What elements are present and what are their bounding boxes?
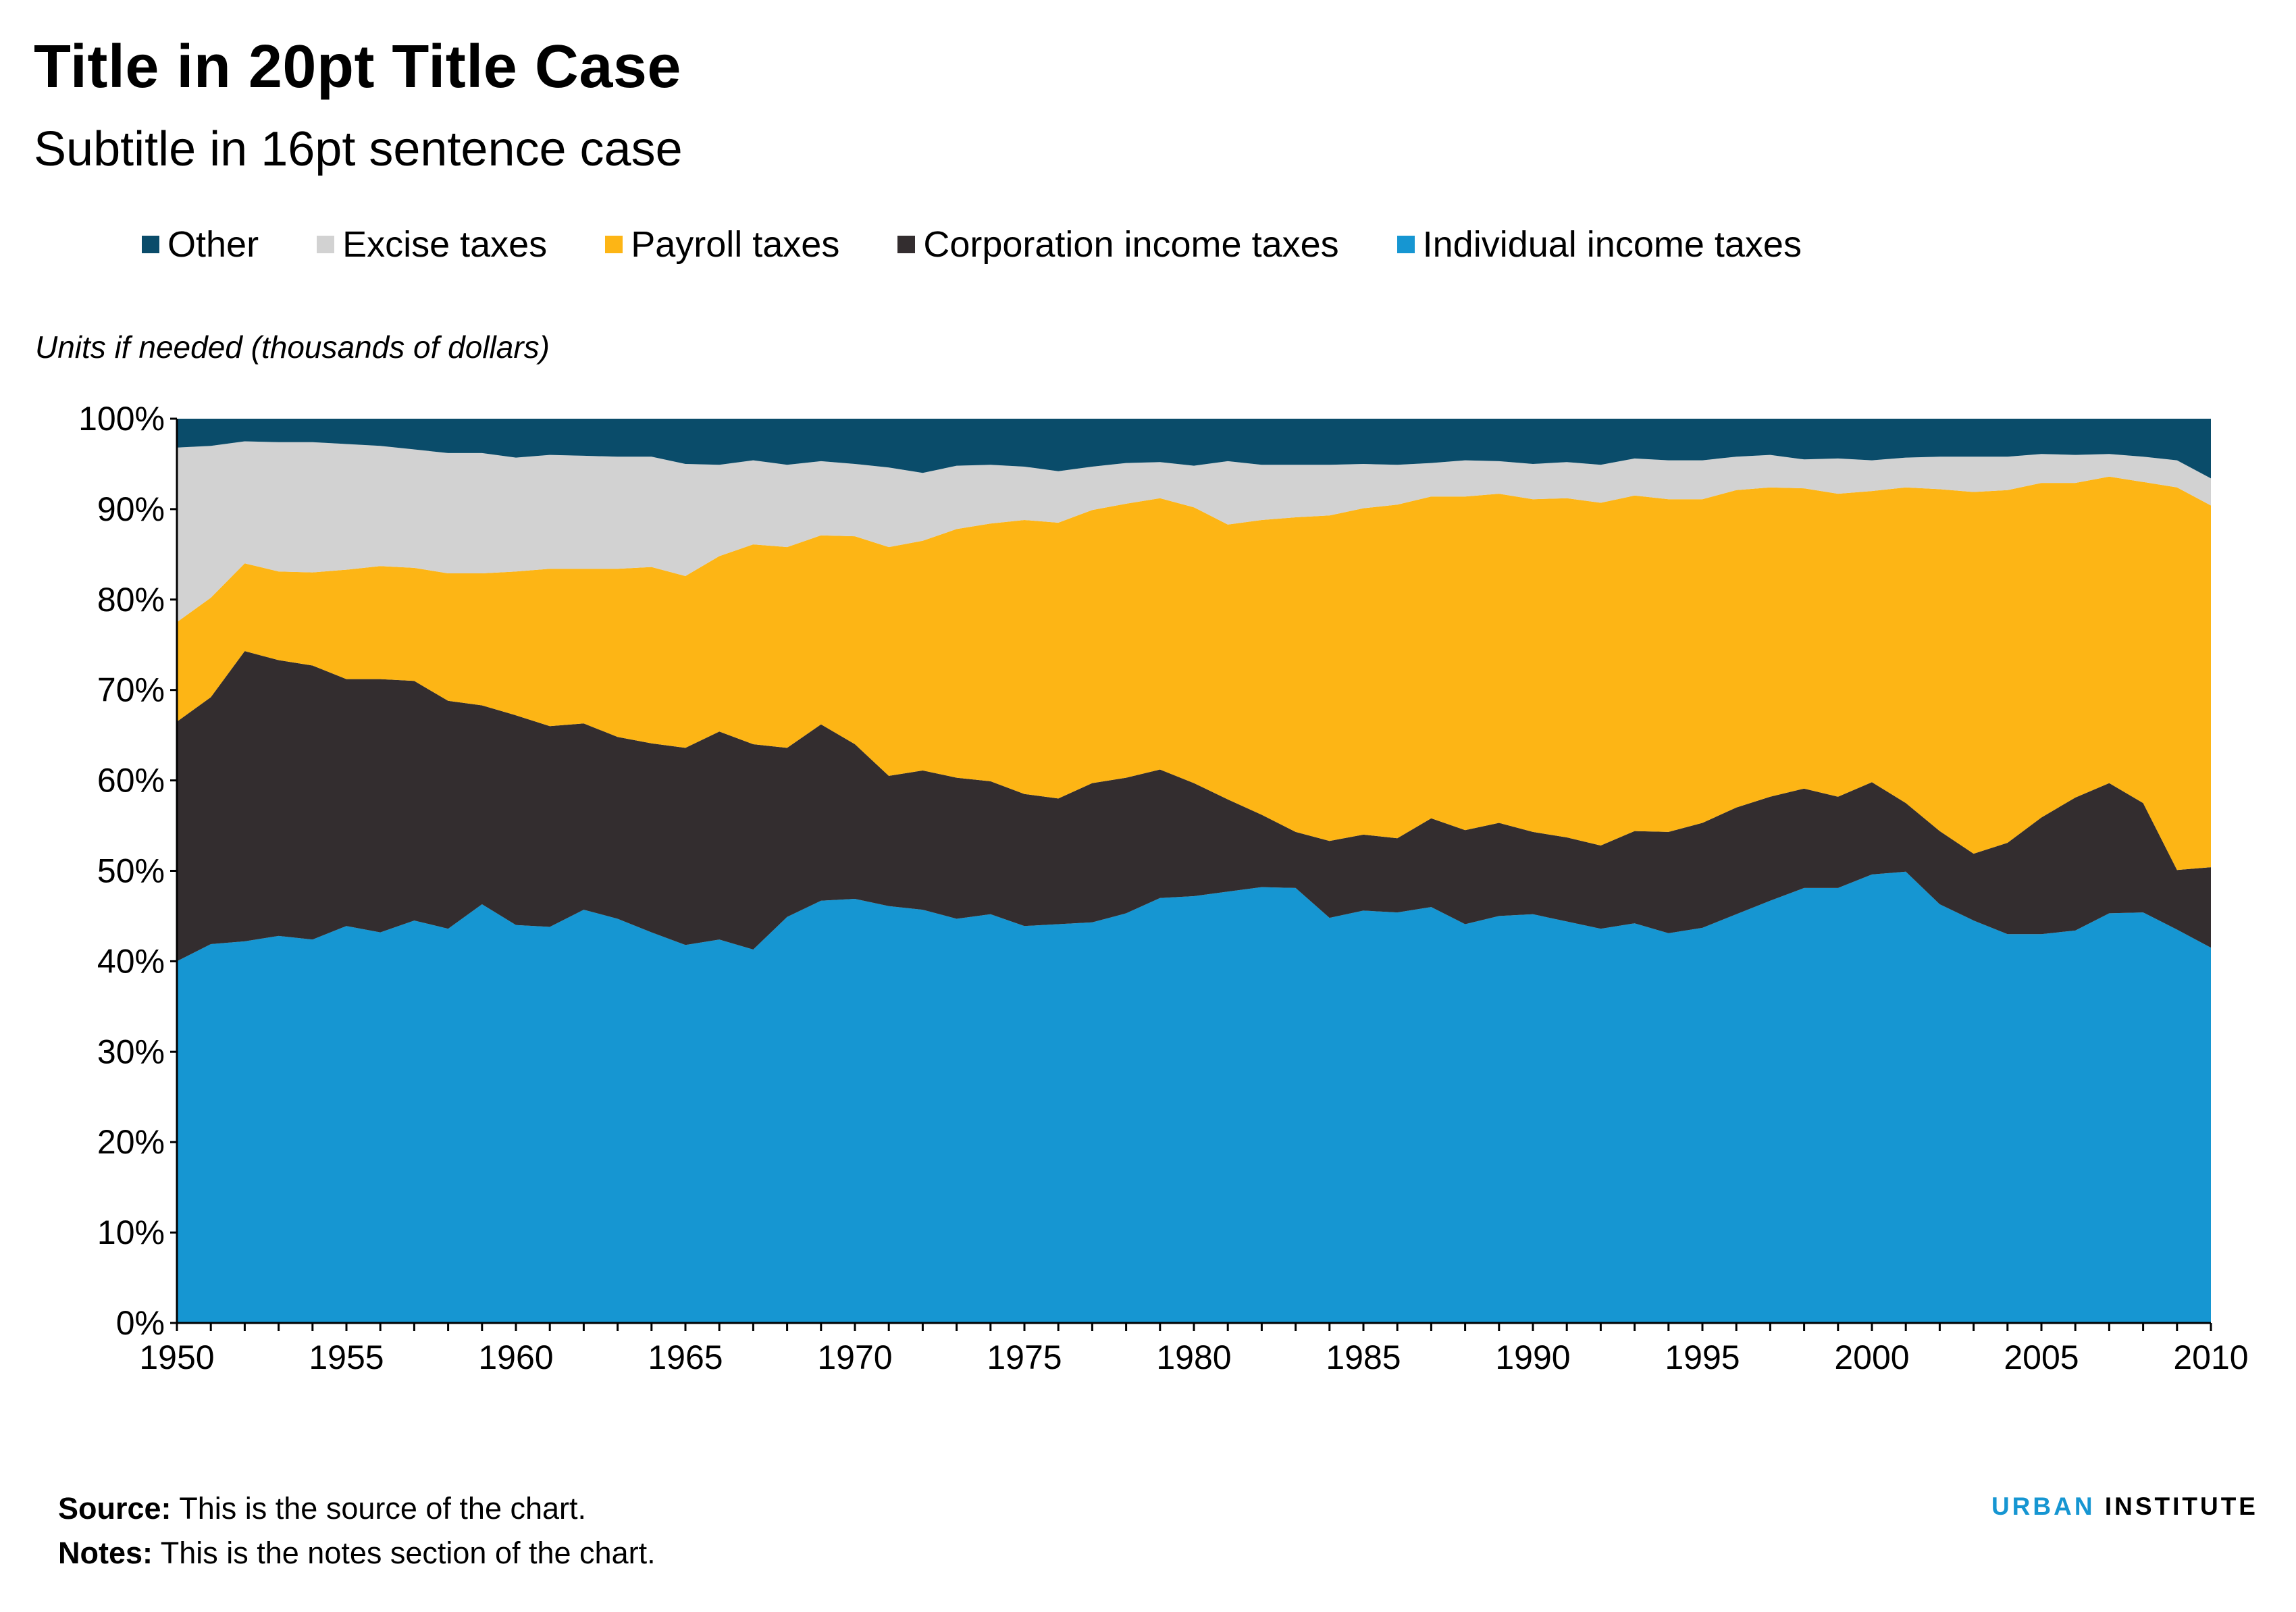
y-tick-label: 70% [97,671,165,709]
y-tick-label: 100% [78,400,165,438]
legend-label-corporation: Corporation income taxes [923,224,1339,265]
y-tick-label: 10% [97,1214,165,1251]
units-label: Units if needed (thousands of dollars) [35,330,550,365]
legend-item-payroll: Payroll taxes [605,224,839,265]
legend-swatch-excise [317,236,335,253]
legend-label-other: Other [167,224,259,265]
chart-title: Title in 20pt Title Case [34,33,681,101]
y-tick-label: 80% [97,581,165,619]
stacked-area-chart: 0% 10% 20% 30% 40% 50% 60% 70% 80% 90% 100% 1950 195… [78,400,2249,1376]
legend-item-individual: Individual income taxes [1397,224,1802,265]
area-corporation-income-taxes [177,651,2211,962]
area-series-group [177,419,2211,1323]
x-tick-label: 1985 [1326,1338,1401,1376]
urban-institute-logo: URBAN INSTITUTE [1991,1492,2258,1521]
logo-institute: INSTITUTE [2104,1492,2258,1520]
y-tick-label: 40% [97,942,165,980]
area-other [177,419,2211,479]
x-tick-label: 2000 [1834,1338,1909,1376]
source-note: Source: This is the source of the chart. [58,1491,586,1526]
y-tick-label: 0% [116,1304,165,1342]
source-label: Source: [58,1491,172,1526]
x-tick-label: 1975 [987,1338,1062,1376]
source-text: This is the source of the chart. [179,1491,587,1526]
area-individual-income-taxes [177,871,2211,1323]
x-tick-label: 2010 [2173,1338,2248,1376]
legend-swatch-other [142,236,159,253]
x-tick-label: 1965 [648,1338,723,1376]
legend-swatch-individual [1397,236,1415,253]
notes-note: Notes: This is the notes section of the … [58,1536,656,1571]
x-tick-label: 1955 [309,1338,384,1376]
y-tick-label: 50% [97,852,165,890]
legend-item-excise: Excise taxes [317,224,547,265]
y-tick-label: 90% [97,490,165,528]
x-tick-label: 1950 [139,1338,214,1376]
x-tick-label: 1990 [1495,1338,1570,1376]
legend-item-corporation: Corporation income taxes [897,224,1339,265]
legend-label-individual: Individual income taxes [1422,224,1802,265]
legend-label-payroll: Payroll taxes [631,224,840,265]
x-tick-label: 1970 [817,1338,892,1376]
legend-swatch-corporation [897,236,916,253]
legend-swatch-payroll [605,236,623,253]
legend-label-excise: Excise taxes [342,224,548,265]
notes-text: This is the notes section of the chart. [160,1536,656,1570]
legend-item-other: Other [142,224,259,265]
y-tick-label: 20% [97,1123,165,1161]
x-tick-label: 1960 [478,1338,553,1376]
y-tick-label: 60% [97,762,165,800]
x-tick-label: 1980 [1156,1338,1231,1376]
notes-label: Notes: [58,1536,153,1570]
area-payroll-taxes [177,476,2211,870]
chart-subtitle: Subtitle in 16pt sentence case [34,122,683,176]
axes-group: 0% 10% 20% 30% 40% 50% 60% 70% 80% 90% 100% 1950 195… [78,400,2249,1376]
logo-urban: URBAN [1991,1492,2095,1520]
x-tick-label: 1995 [1665,1338,1740,1376]
chart-legend: Other Excise taxes Payroll taxes Corpora… [142,217,1860,271]
y-tick-label: 30% [97,1033,165,1070]
area-excise-taxes [177,441,2211,623]
x-tick-label: 2005 [2004,1338,2079,1376]
